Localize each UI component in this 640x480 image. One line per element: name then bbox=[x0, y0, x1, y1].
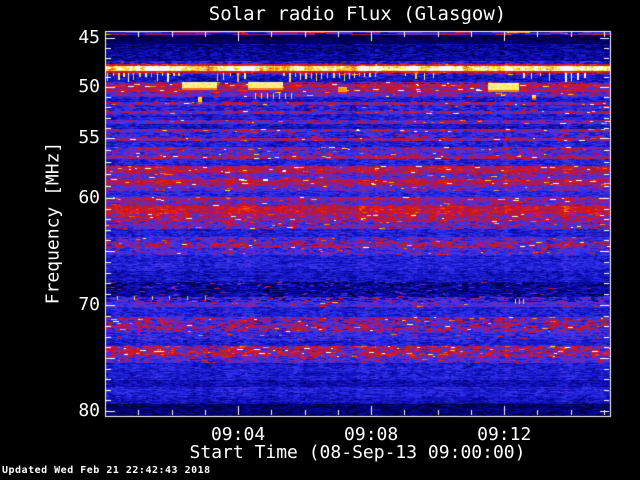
chart-title: Solar radio Flux (Glasgow) bbox=[208, 3, 507, 25]
updated-timestamp: Updated Wed Feb 21 22:42:43 2018 bbox=[2, 465, 211, 476]
y-tick-label: 80 bbox=[78, 400, 100, 421]
x-tick-label: 09:04 bbox=[210, 424, 266, 445]
y-tick-label: 60 bbox=[78, 187, 100, 208]
x-tick-label: 09:12 bbox=[477, 424, 532, 445]
y-tick-label: 45 bbox=[78, 27, 100, 48]
x-axis-title: Start Time (08-Sep-13 09:00:00) bbox=[189, 442, 526, 463]
y-tick-label: 50 bbox=[78, 76, 100, 97]
y-tick-label: 55 bbox=[78, 127, 100, 148]
x-tick-label: 09:08 bbox=[344, 424, 399, 445]
y-axis-title: Frequency [MHz] bbox=[42, 141, 64, 305]
y-tick-label: 70 bbox=[78, 294, 100, 315]
